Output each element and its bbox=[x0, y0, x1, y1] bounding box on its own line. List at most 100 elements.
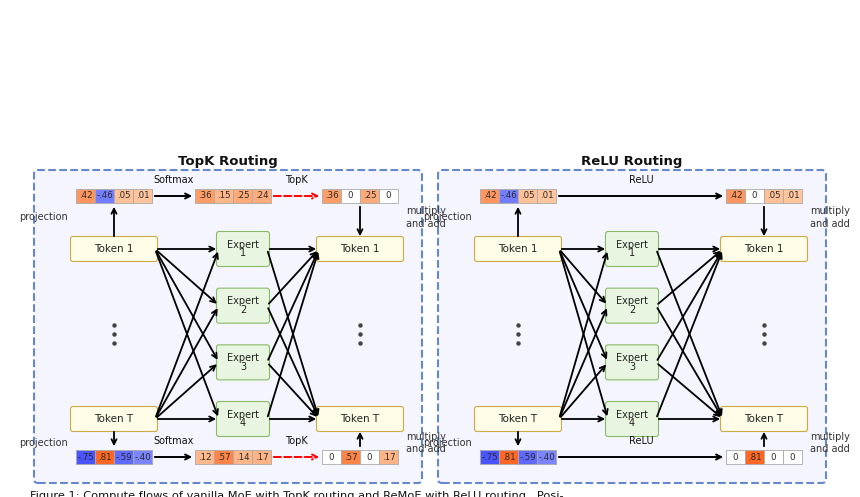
FancyBboxPatch shape bbox=[605, 288, 659, 323]
Text: .01: .01 bbox=[786, 191, 799, 200]
Text: .25: .25 bbox=[363, 191, 377, 200]
Text: multiply
and add: multiply and add bbox=[406, 206, 445, 229]
FancyBboxPatch shape bbox=[764, 450, 783, 464]
Text: Expert: Expert bbox=[616, 410, 648, 419]
Text: .01: .01 bbox=[540, 191, 553, 200]
Text: .57: .57 bbox=[344, 452, 357, 462]
FancyBboxPatch shape bbox=[76, 450, 95, 464]
Text: .81: .81 bbox=[747, 452, 761, 462]
Text: .17: .17 bbox=[382, 452, 396, 462]
FancyBboxPatch shape bbox=[233, 450, 252, 464]
Text: .81: .81 bbox=[501, 452, 515, 462]
FancyBboxPatch shape bbox=[480, 450, 499, 464]
FancyBboxPatch shape bbox=[233, 189, 252, 203]
FancyBboxPatch shape bbox=[518, 189, 537, 203]
FancyBboxPatch shape bbox=[360, 450, 379, 464]
Text: .42: .42 bbox=[78, 191, 92, 200]
FancyBboxPatch shape bbox=[341, 450, 360, 464]
Text: .14: .14 bbox=[236, 452, 249, 462]
FancyBboxPatch shape bbox=[726, 450, 745, 464]
Text: Token T: Token T bbox=[745, 414, 783, 424]
Text: .81: .81 bbox=[98, 452, 111, 462]
FancyBboxPatch shape bbox=[133, 189, 152, 203]
FancyBboxPatch shape bbox=[721, 237, 808, 261]
Text: 2: 2 bbox=[629, 305, 636, 315]
Text: ReLU: ReLU bbox=[629, 175, 654, 185]
Text: Expert: Expert bbox=[227, 296, 259, 306]
Text: Token 1: Token 1 bbox=[95, 244, 134, 254]
FancyBboxPatch shape bbox=[217, 345, 269, 380]
FancyBboxPatch shape bbox=[214, 189, 233, 203]
FancyBboxPatch shape bbox=[316, 407, 403, 431]
Text: .12: .12 bbox=[198, 452, 212, 462]
Text: .01: .01 bbox=[136, 191, 150, 200]
FancyBboxPatch shape bbox=[605, 232, 659, 266]
Text: -.46: -.46 bbox=[96, 191, 113, 200]
FancyBboxPatch shape bbox=[379, 189, 398, 203]
Text: Expert: Expert bbox=[227, 240, 259, 249]
Text: 4: 4 bbox=[629, 418, 635, 428]
FancyBboxPatch shape bbox=[499, 450, 518, 464]
Text: projection: projection bbox=[19, 213, 68, 223]
Text: Expert: Expert bbox=[227, 410, 259, 419]
FancyBboxPatch shape bbox=[360, 189, 379, 203]
Text: -.75: -.75 bbox=[481, 452, 498, 462]
FancyBboxPatch shape bbox=[195, 450, 214, 464]
Text: Token T: Token T bbox=[95, 414, 133, 424]
Text: 0: 0 bbox=[789, 452, 796, 462]
FancyBboxPatch shape bbox=[518, 450, 537, 464]
Text: Token T: Token T bbox=[499, 414, 538, 424]
FancyBboxPatch shape bbox=[214, 450, 233, 464]
Text: 3: 3 bbox=[240, 362, 246, 372]
FancyBboxPatch shape bbox=[438, 170, 826, 483]
Text: projection: projection bbox=[19, 438, 68, 448]
Text: -.40: -.40 bbox=[538, 452, 555, 462]
FancyBboxPatch shape bbox=[95, 450, 114, 464]
Text: 0: 0 bbox=[386, 191, 391, 200]
Text: .42: .42 bbox=[482, 191, 496, 200]
FancyBboxPatch shape bbox=[114, 450, 133, 464]
Text: .36: .36 bbox=[325, 191, 338, 200]
FancyBboxPatch shape bbox=[95, 189, 114, 203]
Text: 0: 0 bbox=[752, 191, 758, 200]
Text: -.59: -.59 bbox=[519, 452, 536, 462]
Text: .42: .42 bbox=[728, 191, 742, 200]
FancyBboxPatch shape bbox=[721, 407, 808, 431]
Text: 1: 1 bbox=[629, 248, 635, 258]
Text: .15: .15 bbox=[217, 191, 230, 200]
FancyBboxPatch shape bbox=[322, 450, 341, 464]
Text: 0: 0 bbox=[347, 191, 353, 200]
Text: 0: 0 bbox=[329, 452, 335, 462]
FancyBboxPatch shape bbox=[71, 237, 157, 261]
Text: Token T: Token T bbox=[341, 414, 379, 424]
Text: multiply
and add: multiply and add bbox=[810, 432, 850, 454]
Text: ReLU Routing: ReLU Routing bbox=[581, 155, 683, 168]
Text: -.46: -.46 bbox=[501, 191, 517, 200]
FancyBboxPatch shape bbox=[114, 189, 133, 203]
Text: multiply
and add: multiply and add bbox=[406, 432, 445, 454]
FancyBboxPatch shape bbox=[764, 189, 783, 203]
Text: Expert: Expert bbox=[616, 353, 648, 363]
Text: -.40: -.40 bbox=[134, 452, 150, 462]
FancyBboxPatch shape bbox=[537, 189, 556, 203]
Text: .05: .05 bbox=[766, 191, 780, 200]
FancyBboxPatch shape bbox=[252, 450, 271, 464]
Text: Softmax: Softmax bbox=[153, 436, 194, 446]
Text: Token 1: Token 1 bbox=[341, 244, 380, 254]
FancyBboxPatch shape bbox=[537, 450, 556, 464]
FancyBboxPatch shape bbox=[316, 237, 403, 261]
Text: 3: 3 bbox=[629, 362, 635, 372]
FancyBboxPatch shape bbox=[34, 170, 422, 483]
Text: Expert: Expert bbox=[227, 353, 259, 363]
Text: .24: .24 bbox=[255, 191, 268, 200]
FancyBboxPatch shape bbox=[783, 189, 802, 203]
Text: projection: projection bbox=[423, 213, 472, 223]
FancyBboxPatch shape bbox=[475, 237, 562, 261]
Text: -.59: -.59 bbox=[115, 452, 132, 462]
FancyBboxPatch shape bbox=[745, 189, 764, 203]
Text: projection: projection bbox=[423, 438, 472, 448]
FancyBboxPatch shape bbox=[475, 407, 562, 431]
FancyBboxPatch shape bbox=[217, 402, 269, 436]
FancyBboxPatch shape bbox=[379, 450, 398, 464]
Text: -.75: -.75 bbox=[77, 452, 94, 462]
